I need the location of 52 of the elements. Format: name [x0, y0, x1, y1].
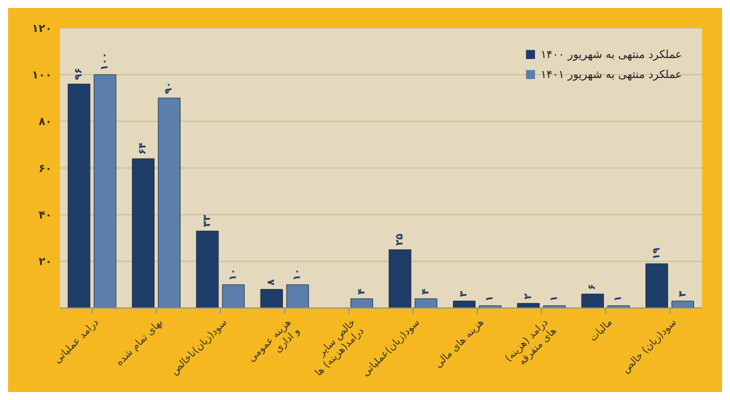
bar: [452, 300, 476, 308]
data-label: ۱۰: [292, 268, 304, 281]
x-tick-label: درامد (هزینه) های متفرقه: [503, 317, 559, 368]
bar: [132, 158, 154, 308]
y-tick-label: ۶۰: [38, 162, 52, 175]
y-tick-label: ۴۰: [38, 208, 52, 222]
data-label: ۲: [522, 293, 534, 300]
data-label: ۱۰: [228, 268, 239, 281]
bar: [158, 98, 180, 308]
data-label: ۶: [587, 284, 598, 290]
x-tick-label: بهای تمام شده: [114, 317, 166, 368]
data-label: ۳: [677, 290, 688, 297]
x-tick-label: مالیات: [588, 317, 615, 344]
data-label: ۱: [613, 296, 624, 302]
bar: [286, 284, 309, 308]
x-tick-label: خالص سایر درامد(هزینه) ها: [313, 317, 366, 379]
y-tick-label: ۱۲۰: [32, 22, 52, 35]
data-label: ۹۶: [74, 68, 84, 80]
bar: [672, 300, 694, 308]
y-tick-label: ۱۰۰: [32, 68, 52, 82]
bar: [196, 230, 219, 308]
data-label: ۴: [420, 288, 432, 295]
bar: [68, 84, 90, 308]
data-label: ۶۴: [138, 142, 149, 155]
x-tick-label: درامد عملیاتی: [52, 317, 102, 366]
data-label: ۴: [356, 288, 368, 295]
data-label: ۱۹: [651, 247, 662, 260]
data-label: ۸: [266, 279, 278, 286]
data-label: ۹۰: [164, 82, 175, 94]
bar: [388, 249, 412, 308]
data-label: ۱: [548, 296, 560, 302]
data-label: ۳: [458, 290, 470, 297]
bar: [646, 263, 668, 308]
x-tick-label: هزینه های مالی: [433, 317, 486, 370]
data-label: ۱: [484, 296, 496, 302]
bar: [350, 298, 374, 308]
x-tick-label: هزینه عمومی و اداری: [246, 317, 302, 364]
data-label: ۱۰۰: [100, 52, 110, 71]
bar: [414, 298, 438, 308]
bar: [222, 284, 245, 308]
x-tick-label: سود(زیان) خالص: [620, 317, 679, 376]
y-tick-label: ۲۰: [38, 255, 52, 268]
y-tick-label: ۸۰: [38, 115, 52, 128]
bar: [94, 74, 116, 308]
legend-label: عملکرد منتهی به شهریور ۱۴۰۱: [540, 68, 682, 80]
bar: [517, 303, 540, 308]
legend-label: عملکرد منتهی به شهریور ۱۴۰۰: [540, 48, 682, 60]
data-label: ۲۵: [394, 233, 406, 246]
x-tick-label: سود(زیان)ناخالص: [169, 317, 230, 378]
bar: [260, 289, 283, 308]
bar: [581, 294, 604, 308]
data-label: ۳۳: [202, 214, 213, 227]
